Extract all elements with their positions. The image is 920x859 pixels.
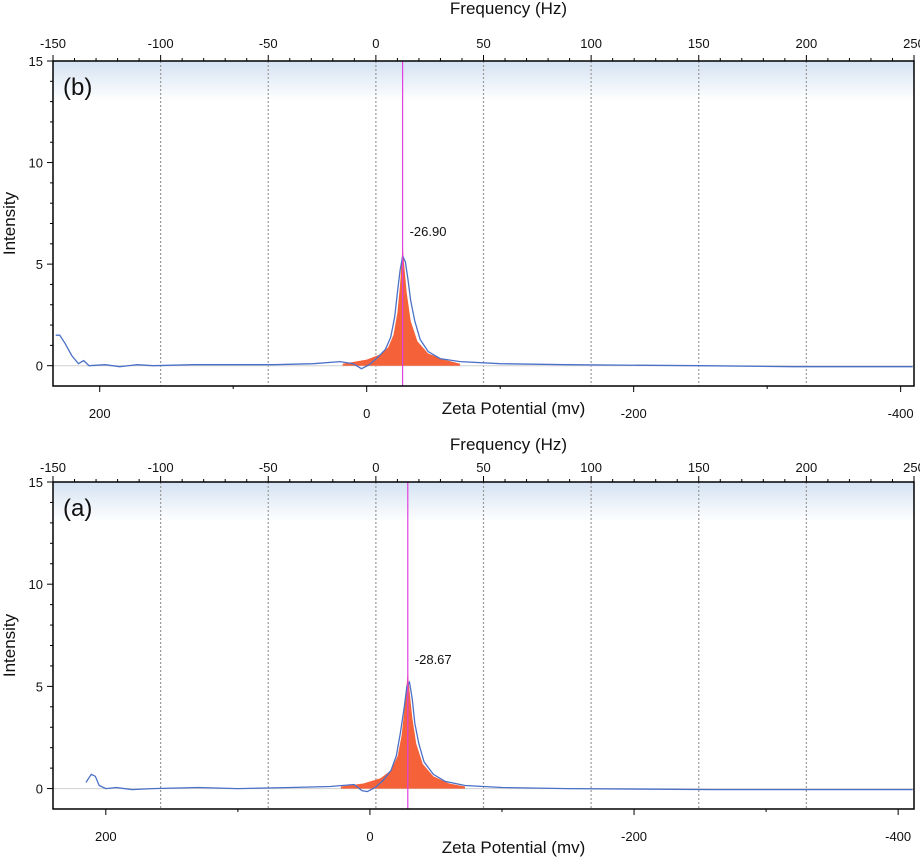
y-axis-title: Intensity <box>0 191 19 255</box>
bottom-tick-label: -200 <box>621 829 647 844</box>
panel-label: (b) <box>63 74 92 101</box>
top-tick-label: -100 <box>148 36 174 51</box>
bottom-axis-title: Zeta Potential (mv) <box>442 838 586 857</box>
y-tick-label: 5 <box>36 679 43 694</box>
top-tick-label: 100 <box>580 460 602 475</box>
y-tick-label: 15 <box>29 54 43 69</box>
top-tick-label: 100 <box>580 36 602 51</box>
bottom-tick-label: 0 <box>363 406 370 421</box>
top-tick-label: 0 <box>372 36 379 51</box>
top-tick-label: 50 <box>476 460 490 475</box>
y-tick-label: 10 <box>29 156 43 171</box>
y-tick-label: 0 <box>36 359 43 374</box>
bottom-tick-label: -200 <box>621 406 647 421</box>
top-tick-label: 250 <box>903 460 920 475</box>
bottom-tick-label: 0 <box>366 829 373 844</box>
bottom-axis-title: Zeta Potential (mv) <box>442 399 586 418</box>
y-tick-label: 5 <box>36 257 43 272</box>
top-tick-label: -50 <box>259 460 278 475</box>
top-tick-label: -100 <box>148 460 174 475</box>
filled-distribution <box>340 672 466 789</box>
panel-label: (a) <box>63 495 92 522</box>
panel-a: -28.67-150-100-500501001502002502000-200… <box>0 435 920 857</box>
top-tick-label: 150 <box>688 460 710 475</box>
top-axis-title: Frequency (Hz) <box>450 435 567 454</box>
top-tick-label: -150 <box>40 36 66 51</box>
peak-label: -26.90 <box>410 224 447 239</box>
top-tick-label: 200 <box>796 36 818 51</box>
bottom-tick-label: -400 <box>888 406 914 421</box>
intensity-curve <box>85 680 913 793</box>
top-tick-label: 250 <box>903 36 920 51</box>
y-tick-label: 10 <box>29 577 43 592</box>
plot-area <box>53 61 914 386</box>
filled-distribution <box>342 243 461 366</box>
bottom-tick-label: -400 <box>885 829 911 844</box>
top-tick-label: 150 <box>688 36 710 51</box>
y-tick-label: 0 <box>36 782 43 797</box>
peak-label: -28.67 <box>415 652 452 667</box>
top-tick-label: 200 <box>796 460 818 475</box>
top-tick-label: 50 <box>476 36 490 51</box>
top-tick-label: -50 <box>259 36 278 51</box>
y-axis-title: Intensity <box>0 613 19 677</box>
top-axis-title: Frequency (Hz) <box>450 0 567 18</box>
intensity-curve <box>55 253 913 370</box>
y-tick-label: 15 <box>29 475 43 490</box>
top-tick-label: 0 <box>372 460 379 475</box>
panel-b: -26.90-150-100-500501001502002502000-200… <box>0 0 920 421</box>
top-tick-label: -150 <box>40 460 66 475</box>
bottom-tick-label: 200 <box>95 829 117 844</box>
bottom-tick-label: 200 <box>89 406 111 421</box>
